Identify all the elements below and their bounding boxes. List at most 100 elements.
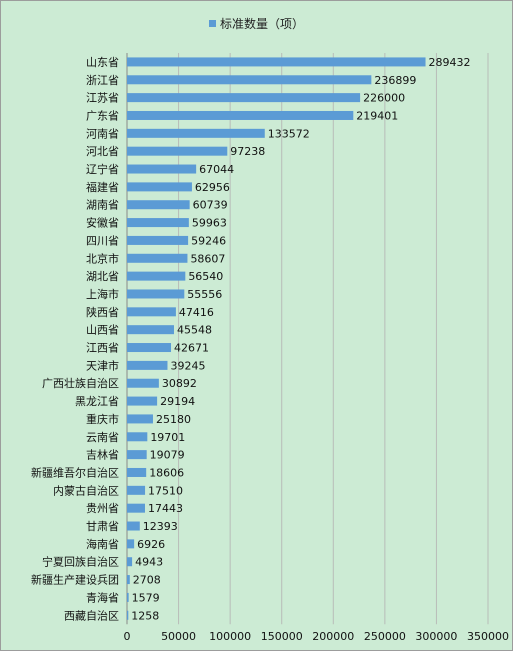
category-label: 北京市: [86, 251, 119, 265]
x-tick-label: 250000: [364, 630, 406, 643]
bar: [127, 235, 189, 245]
bar: [127, 485, 146, 495]
bar: [127, 128, 265, 138]
category-label: 西藏自治区: [64, 608, 119, 622]
data-label: 17443: [148, 502, 183, 515]
bar: [127, 450, 147, 460]
bar: [127, 146, 228, 156]
data-label: 47416: [179, 306, 214, 319]
data-label: 25180: [156, 413, 191, 426]
data-label: 56540: [188, 270, 223, 283]
category-label: 辽宁省: [86, 162, 119, 176]
category-label: 海南省: [86, 537, 119, 551]
data-label: 289432: [429, 56, 471, 69]
data-label: 39245: [170, 359, 205, 372]
category-label: 湖北省: [86, 270, 119, 283]
bar: [127, 271, 186, 281]
data-label: 62956: [195, 181, 230, 194]
bar: [127, 503, 145, 513]
data-label: 58607: [190, 252, 225, 265]
category-label: 广西壮族自治区: [42, 376, 119, 390]
data-label: 6926: [137, 538, 165, 551]
category-label: 四川省: [86, 234, 119, 247]
x-tick-label: 350000: [467, 630, 509, 643]
x-tick-label: 300000: [415, 630, 457, 643]
legend-label: 标准数量（项）: [219, 17, 304, 31]
category-label: 天津市: [86, 358, 119, 372]
category-label: 山西省: [86, 324, 119, 337]
data-label: 42671: [174, 342, 209, 355]
category-label: 云南省: [86, 431, 119, 444]
bar: [127, 396, 158, 406]
data-label: 59963: [192, 217, 227, 230]
data-label: 97238: [230, 145, 265, 158]
bar: [127, 253, 188, 263]
bar: [127, 164, 197, 174]
bar: [127, 57, 426, 67]
legend: 标准数量（项）: [1, 15, 512, 32]
data-label: 18606: [149, 466, 184, 479]
x-tick-label: 0: [124, 630, 131, 643]
category-label: 青海省: [86, 590, 119, 604]
bar: [127, 539, 135, 549]
category-label: 新疆生产建设兵团: [31, 573, 119, 587]
data-label: 17510: [148, 484, 183, 497]
bar: [127, 343, 172, 353]
data-label: 19079: [150, 449, 185, 462]
category-label: 黑龙江省: [75, 395, 119, 408]
bar: [127, 110, 354, 120]
bar: [127, 467, 147, 477]
category-label: 新疆维吾尔自治区: [31, 465, 119, 479]
category-label: 甘肃省: [86, 520, 119, 533]
data-label: 133572: [268, 127, 310, 140]
data-label: 236899: [374, 74, 416, 87]
x-tick-label: 50000: [161, 630, 196, 643]
bar: [127, 610, 129, 620]
data-label: 60739: [193, 199, 228, 212]
bar: [127, 521, 140, 531]
data-label: 1579: [132, 591, 160, 604]
x-tick-label: 150000: [261, 630, 303, 643]
bar: [127, 307, 176, 317]
data-label: 45548: [177, 324, 212, 337]
category-label: 山东省: [86, 56, 119, 69]
category-label: 江苏省: [86, 92, 119, 105]
category-label: 陕西省: [86, 305, 119, 319]
x-tick-label: 100000: [209, 630, 251, 643]
category-label: 宁夏回族自治区: [42, 555, 119, 569]
legend-swatch: [208, 20, 216, 27]
category-label: 河南省: [86, 127, 119, 140]
bar: [127, 557, 133, 567]
bar: [127, 432, 148, 442]
bar: [127, 182, 192, 192]
data-label: 2708: [133, 574, 161, 587]
category-label: 广东省: [86, 109, 119, 122]
category-label: 福建省: [86, 180, 119, 194]
bar: [127, 325, 174, 335]
category-label: 内蒙古自治区: [53, 483, 119, 497]
category-label: 吉林省: [86, 448, 119, 462]
bar: [127, 93, 361, 103]
category-label: 江西省: [86, 342, 119, 355]
bar: [127, 360, 168, 370]
category-label: 贵州省: [86, 502, 119, 515]
bar: [127, 575, 130, 585]
data-label: 67044: [199, 163, 234, 176]
data-label: 219401: [356, 109, 398, 122]
bar: [127, 414, 153, 424]
x-tick-label: 200000: [312, 630, 354, 643]
category-label: 浙江省: [86, 74, 119, 87]
category-label: 重庆市: [86, 412, 119, 426]
category-label: 河北省: [86, 145, 119, 158]
data-label: 55556: [187, 288, 222, 301]
data-label: 19701: [150, 431, 185, 444]
category-label: 上海市: [86, 287, 119, 301]
bar: [127, 200, 190, 210]
data-label: 29194: [160, 395, 195, 408]
category-label: 湖南省: [86, 199, 119, 212]
data-label: 226000: [363, 92, 405, 105]
bar: [127, 378, 159, 388]
bar: [127, 289, 185, 299]
data-label: 12393: [143, 520, 178, 533]
